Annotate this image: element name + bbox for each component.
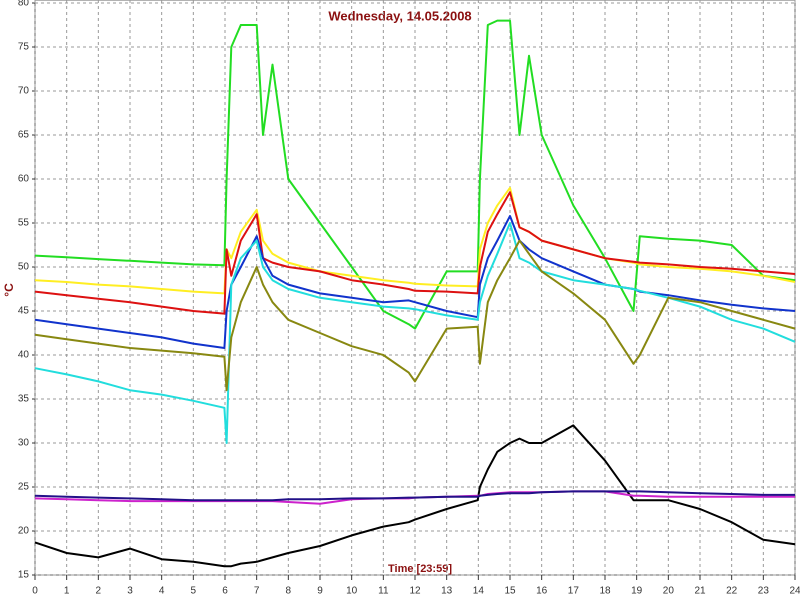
x-tick-label: 4 <box>159 586 165 597</box>
series-line <box>34 424 796 568</box>
x-tick-label: 13 <box>441 586 453 597</box>
x-tick-label: 5 <box>191 586 197 597</box>
x-tick-label: 19 <box>631 586 643 597</box>
x-tick-label: 1 <box>64 586 70 597</box>
x-tick-label: 10 <box>346 586 358 597</box>
y-tick-label: 60 <box>18 174 30 185</box>
x-tick-label: 12 <box>409 586 421 597</box>
y-tick-label: 55 <box>18 218 30 229</box>
x-tick-label: 24 <box>789 586 800 597</box>
x-axis-label: Time [23:59] <box>388 563 452 575</box>
x-tick-label: 14 <box>473 586 485 597</box>
y-axis-label: °C <box>2 283 16 297</box>
y-tick-label: 35 <box>18 394 30 405</box>
x-tick-label: 2 <box>96 586 102 597</box>
y-tick-label: 30 <box>18 438 30 449</box>
y-tick-label: 15 <box>18 570 30 581</box>
x-tick-label: 22 <box>726 586 738 597</box>
x-tick-label: 3 <box>127 586 133 597</box>
series-line <box>34 222 796 444</box>
chart-title: Wednesday, 14.05.2008 <box>328 8 471 23</box>
series-line <box>34 490 795 502</box>
y-tick-label: 45 <box>18 306 30 317</box>
x-tick-label: 16 <box>536 586 548 597</box>
y-tick-label: 75 <box>18 42 30 53</box>
x-tick-label: 21 <box>694 586 706 597</box>
y-tick-label: 80 <box>18 0 30 9</box>
x-tick-label: 7 <box>254 586 260 597</box>
x-tick-label: 18 <box>599 586 611 597</box>
y-tick-label: 70 <box>18 86 30 97</box>
series-line <box>34 239 796 392</box>
series-line <box>34 19 796 330</box>
y-tick-label: 20 <box>18 526 30 537</box>
x-tick-label: 6 <box>222 586 228 597</box>
y-tick-label: 25 <box>18 482 30 493</box>
y-tick-label: 40 <box>18 350 30 361</box>
y-tick-label: 50 <box>18 262 30 273</box>
y-tick-label: 65 <box>18 130 30 141</box>
x-tick-label: 23 <box>758 586 770 597</box>
x-tick-label: 20 <box>663 586 675 597</box>
x-tick-label: 9 <box>317 586 323 597</box>
x-tick-label: 8 <box>286 586 292 597</box>
x-tick-label: 11 <box>378 586 389 597</box>
x-tick-label: 15 <box>504 586 516 597</box>
series-line <box>34 191 796 315</box>
x-tick-label: 0 <box>32 586 38 597</box>
x-tick-label: 17 <box>568 586 580 597</box>
